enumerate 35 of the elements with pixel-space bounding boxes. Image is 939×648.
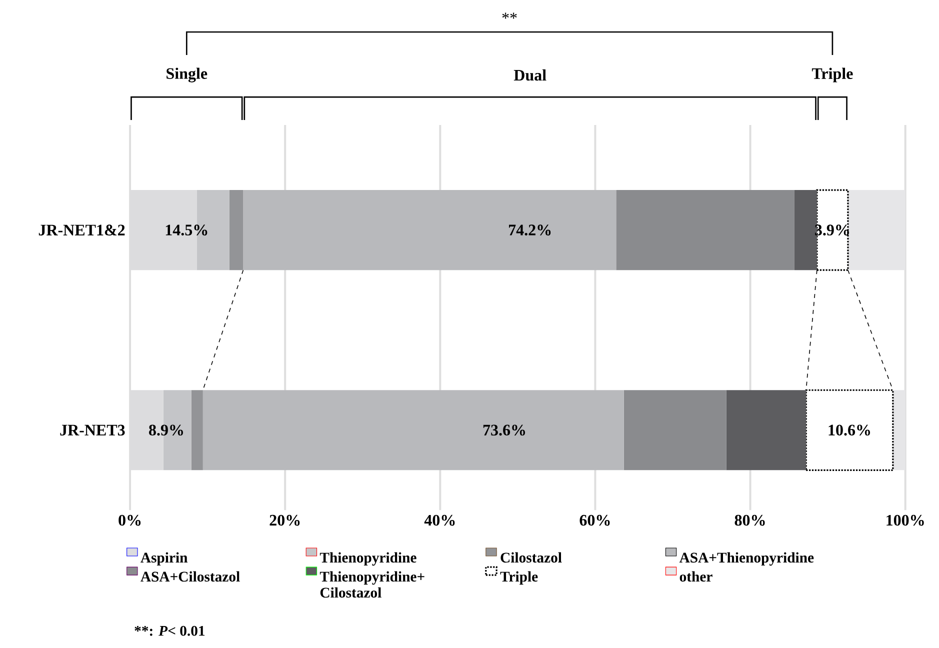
annotation: 74.2% <box>509 224 551 236</box>
y-tick-label: JR-NET3 <box>60 424 125 436</box>
legend-label: Thienopyridine+ Cilostazol <box>320 571 424 598</box>
legend-label: Cilostazol <box>500 552 562 562</box>
bar <box>243 190 616 270</box>
annotation: 8.9% <box>149 424 183 436</box>
annotation: 10.6% <box>828 424 870 436</box>
text: Dual <box>514 69 546 81</box>
x-tick-label: 40% <box>424 514 455 526</box>
y-tick-label: JR-NET1&2 <box>38 224 125 236</box>
text: **: P< 0.01 <box>134 626 205 636</box>
annotation: 73.6% <box>483 424 526 436</box>
bar <box>616 190 794 270</box>
legend-label: Triple <box>500 571 538 584</box>
legend-label: Aspirin <box>140 552 188 566</box>
legend-label: Thienopyridine <box>320 552 416 566</box>
x-tick-label: 60% <box>580 514 610 526</box>
bar <box>794 190 817 270</box>
x-tick-label: 100% <box>886 514 924 526</box>
bar <box>726 390 806 470</box>
x-tick-label: 20% <box>270 514 300 526</box>
x-tick-label: 80% <box>734 514 765 526</box>
annotation: 14.5% <box>166 224 208 236</box>
legend-label: ASA+Thienopyridine <box>679 552 814 566</box>
bar <box>229 190 244 270</box>
bar <box>624 390 726 470</box>
legend-label: ASA+Cilostazol <box>140 571 240 582</box>
bar <box>805 389 894 471</box>
bar <box>202 390 624 470</box>
legend-label: other <box>680 571 712 582</box>
text: ** <box>502 12 517 19</box>
x-tick-label: 0% <box>118 514 141 526</box>
text: Single <box>166 68 208 82</box>
bar <box>191 390 203 470</box>
text: Triple <box>812 68 853 82</box>
